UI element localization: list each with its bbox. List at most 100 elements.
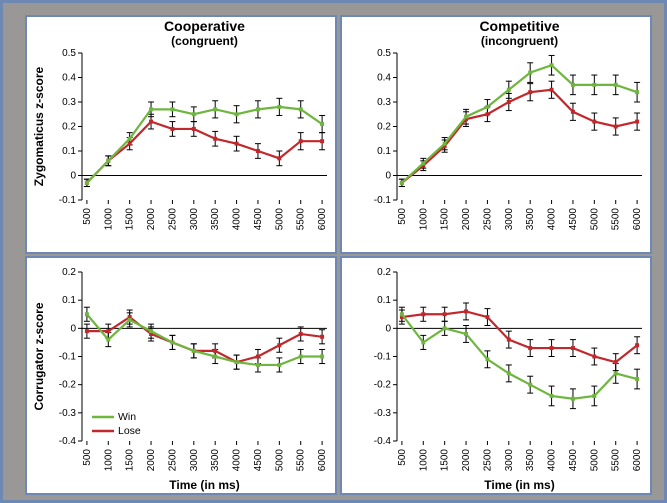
series-lose (402, 90, 637, 183)
x-tick-label: 2000 (146, 449, 157, 472)
x-tick-label: 500 (82, 208, 93, 225)
marker-lose (507, 338, 511, 342)
y-axis-label: Zygomaticus z-score (32, 66, 46, 186)
panel-subtitle: (incongruent) (481, 34, 558, 48)
series-lose (87, 317, 322, 362)
marker-win (213, 107, 217, 111)
marker-win (170, 107, 174, 111)
x-tick-label: 4500 (568, 449, 579, 472)
x-tick-label: 5500 (296, 208, 307, 231)
marker-lose (213, 349, 217, 353)
marker-win (635, 90, 639, 94)
y-tick-label: 0.1 (62, 295, 76, 306)
panel-title: Cooperative (164, 18, 245, 34)
marker-lose (421, 312, 425, 316)
marker-win (507, 88, 511, 92)
x-tick-label: 3500 (210, 208, 221, 231)
marker-win (128, 318, 132, 322)
y-tick-label: 0 (70, 323, 76, 334)
x-tick-label: 5000 (589, 208, 600, 231)
marker-lose (299, 332, 303, 336)
marker-win (320, 355, 324, 359)
x-tick-label: 2000 (461, 208, 472, 231)
marker-win (485, 357, 489, 361)
marker-win (507, 371, 511, 375)
panel-subtitle: (congruent) (171, 34, 238, 48)
y-tick-label: -0.3 (59, 408, 77, 419)
x-tick-label: 500 (397, 449, 408, 466)
marker-lose (106, 329, 110, 333)
y-tick-label: -0.3 (374, 408, 392, 419)
x-tick-label: 4000 (547, 208, 558, 231)
marker-lose (149, 120, 153, 124)
x-tick-label: 1500 (125, 208, 136, 231)
marker-lose (571, 110, 575, 114)
marker-lose (528, 90, 532, 94)
legend-label-win: Win (118, 411, 136, 423)
marker-win (299, 355, 303, 359)
x-tick-label: 1500 (440, 208, 451, 231)
x-tick-label: 5000 (589, 449, 600, 472)
x-tick-label: 3500 (525, 449, 536, 472)
marker-lose (235, 142, 239, 146)
marker-win (635, 377, 639, 381)
y-tick-label: 0 (70, 171, 76, 182)
x-tick-label: 2000 (461, 449, 472, 472)
y-tick-label: 0 (385, 171, 391, 182)
x-tick-label: 3000 (504, 208, 515, 231)
marker-lose (635, 343, 639, 347)
y-tick-label: 0.2 (62, 267, 76, 278)
x-tick-label: 2500 (482, 449, 493, 472)
x-tick-label: 4000 (547, 449, 558, 472)
y-tick-label: 0.5 (62, 48, 76, 59)
series-lose (87, 122, 322, 183)
marker-lose (592, 120, 596, 124)
y-tick-label: -0.2 (374, 380, 392, 391)
x-tick-label: 1000 (103, 208, 114, 231)
y-tick-label: 0.4 (62, 73, 76, 84)
marker-lose (277, 343, 281, 347)
x-axis-label: Time (in ms) (484, 478, 554, 492)
marker-win (571, 397, 575, 401)
chart-frame: Cooperative(congruent)-0.100.10.20.30.40… (0, 0, 667, 503)
y-tick-label: 0.4 (377, 73, 391, 84)
marker-win (421, 340, 425, 344)
marker-win (571, 83, 575, 87)
y-tick-label: -0.1 (59, 195, 77, 206)
marker-win (235, 112, 239, 116)
marker-win (299, 107, 303, 111)
x-tick-label: 6000 (317, 208, 328, 231)
marker-lose (443, 312, 447, 316)
x-tick-label: 3500 (525, 208, 536, 231)
marker-lose (192, 127, 196, 131)
x-tick-label: 1500 (440, 449, 451, 472)
marker-lose (614, 360, 618, 364)
x-tick-label: 1500 (125, 449, 136, 472)
marker-win (550, 63, 554, 67)
marker-win (464, 115, 468, 119)
marker-win (443, 142, 447, 146)
marker-lose (485, 112, 489, 116)
marker-win (592, 83, 596, 87)
marker-win (464, 332, 468, 336)
panel-cooperative-zygomaticus: Cooperative(congruent)-0.100.10.20.30.40… (25, 15, 337, 254)
y-tick-label: 0.1 (377, 146, 391, 157)
marker-win (443, 326, 447, 330)
x-tick-label: 4000 (232, 208, 243, 231)
x-tick-label: 6000 (317, 449, 328, 472)
panel-competitive-zygomaticus: Competitive(incongruent)-0.100.10.20.30.… (340, 15, 652, 254)
x-tick-label: 5500 (611, 449, 622, 472)
y-tick-label: -0.1 (374, 352, 392, 363)
x-tick-label: 2500 (167, 208, 178, 231)
marker-win (421, 161, 425, 165)
marker-lose (571, 346, 575, 350)
marker-win (256, 363, 260, 367)
x-axis-label: Time (in ms) (169, 478, 239, 492)
y-tick-label: 0.5 (377, 48, 391, 59)
marker-win (614, 83, 618, 87)
marker-win (614, 371, 618, 375)
marker-lose (592, 355, 596, 359)
marker-lose (299, 139, 303, 143)
x-tick-label: 500 (82, 449, 93, 466)
marker-lose (507, 100, 511, 104)
